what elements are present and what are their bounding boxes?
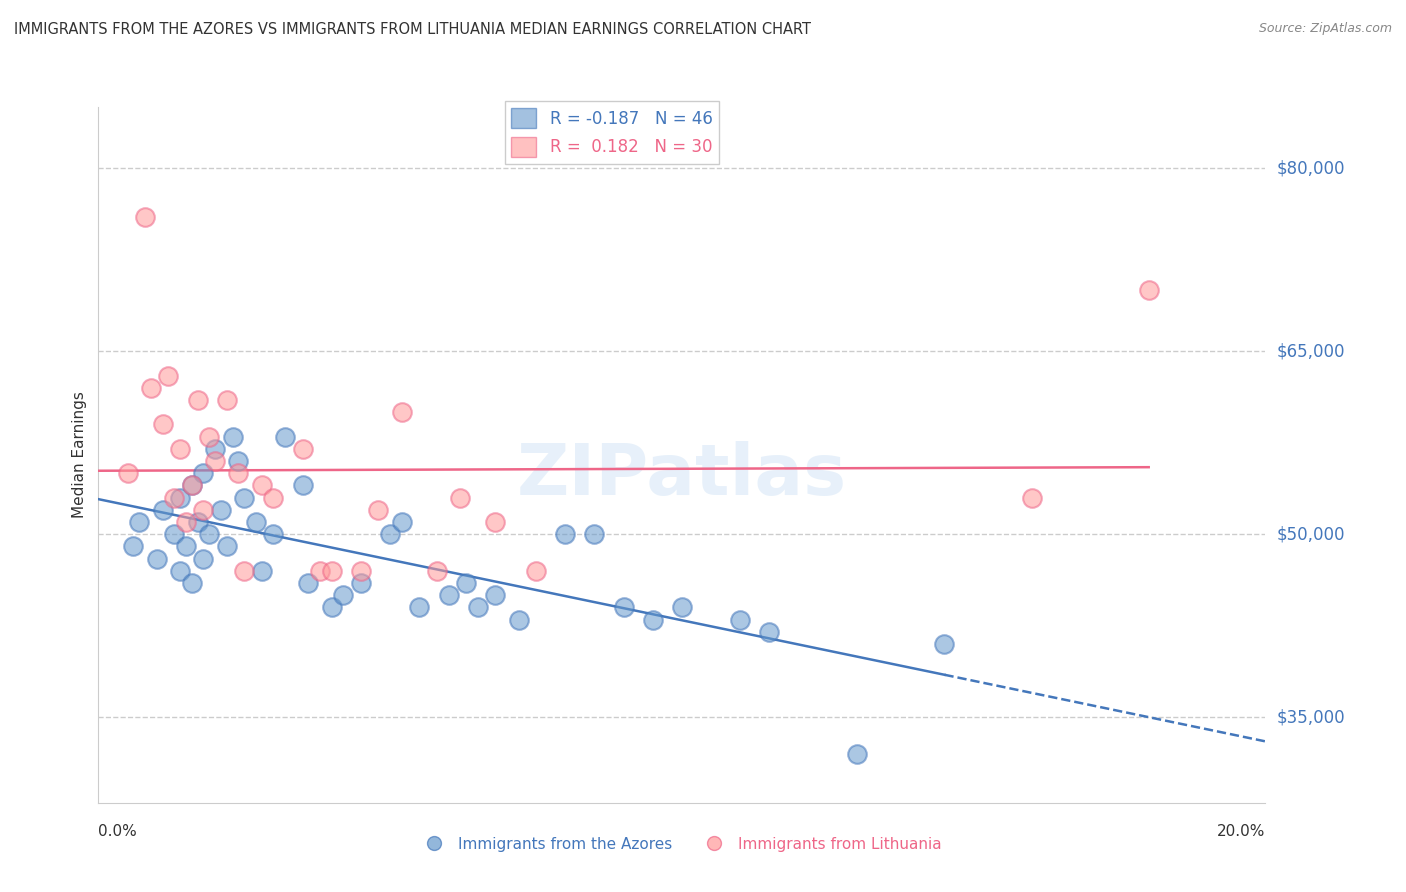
- Point: [163, 491, 186, 505]
- Point: [117, 467, 139, 481]
- Legend: Immigrants from the Azores, Immigrants from Lithuania: Immigrants from the Azores, Immigrants f…: [416, 830, 948, 858]
- Text: $65,000: $65,000: [1277, 343, 1346, 360]
- Point: [467, 600, 489, 615]
- Point: [128, 515, 150, 529]
- Point: [391, 405, 413, 419]
- Point: [180, 478, 202, 492]
- Point: [193, 467, 215, 481]
- Text: IMMIGRANTS FROM THE AZORES VS IMMIGRANTS FROM LITHUANIA MEDIAN EARNINGS CORRELAT: IMMIGRANTS FROM THE AZORES VS IMMIGRANTS…: [14, 22, 811, 37]
- Point: [193, 551, 215, 566]
- Point: [193, 503, 215, 517]
- Text: ZIPatlas: ZIPatlas: [517, 442, 846, 510]
- Point: [321, 600, 343, 615]
- Point: [187, 515, 209, 529]
- Point: [204, 454, 226, 468]
- Point: [449, 491, 471, 505]
- Point: [215, 392, 238, 407]
- Point: [408, 600, 430, 615]
- Point: [484, 588, 506, 602]
- Point: [332, 588, 354, 602]
- Point: [174, 515, 197, 529]
- Point: [245, 515, 267, 529]
- Point: [233, 564, 256, 578]
- Point: [233, 491, 256, 505]
- Point: [426, 564, 449, 578]
- Point: [187, 392, 209, 407]
- Point: [583, 527, 606, 541]
- Point: [1137, 283, 1160, 297]
- Point: [209, 503, 232, 517]
- Point: [157, 368, 180, 383]
- Point: [152, 503, 174, 517]
- Point: [152, 417, 174, 432]
- Point: [122, 540, 145, 554]
- Point: [262, 491, 284, 505]
- Point: [378, 527, 402, 541]
- Point: [1021, 491, 1043, 505]
- Point: [484, 515, 506, 529]
- Point: [309, 564, 332, 578]
- Point: [508, 613, 530, 627]
- Point: [291, 478, 314, 492]
- Point: [228, 467, 250, 481]
- Point: [437, 588, 460, 602]
- Point: [134, 210, 156, 224]
- Point: [163, 527, 186, 541]
- Point: [174, 540, 197, 554]
- Point: [367, 503, 389, 517]
- Point: [250, 564, 273, 578]
- Point: [228, 454, 250, 468]
- Point: [934, 637, 956, 651]
- Point: [291, 442, 314, 456]
- Point: [169, 491, 191, 505]
- Point: [524, 564, 547, 578]
- Point: [612, 600, 634, 615]
- Point: [180, 478, 202, 492]
- Point: [250, 478, 273, 492]
- Text: 20.0%: 20.0%: [1218, 823, 1265, 838]
- Point: [350, 576, 373, 591]
- Point: [169, 564, 191, 578]
- Point: [728, 613, 751, 627]
- Point: [204, 442, 226, 456]
- Text: $80,000: $80,000: [1277, 159, 1346, 178]
- Point: [391, 515, 413, 529]
- Point: [321, 564, 343, 578]
- Point: [221, 429, 243, 443]
- Text: 0.0%: 0.0%: [98, 823, 138, 838]
- Point: [198, 527, 221, 541]
- Text: $35,000: $35,000: [1277, 708, 1346, 726]
- Point: [169, 442, 191, 456]
- Point: [554, 527, 576, 541]
- Y-axis label: Median Earnings: Median Earnings: [72, 392, 87, 518]
- Point: [262, 527, 284, 541]
- Point: [845, 747, 868, 761]
- Point: [180, 576, 202, 591]
- Text: Source: ZipAtlas.com: Source: ZipAtlas.com: [1258, 22, 1392, 36]
- Point: [641, 613, 664, 627]
- Point: [350, 564, 373, 578]
- Point: [758, 624, 780, 639]
- Point: [146, 551, 169, 566]
- Point: [198, 429, 221, 443]
- Point: [297, 576, 319, 591]
- Point: [671, 600, 693, 615]
- Point: [274, 429, 297, 443]
- Point: [454, 576, 477, 591]
- Point: [139, 381, 162, 395]
- Point: [215, 540, 238, 554]
- Text: $50,000: $50,000: [1277, 525, 1346, 543]
